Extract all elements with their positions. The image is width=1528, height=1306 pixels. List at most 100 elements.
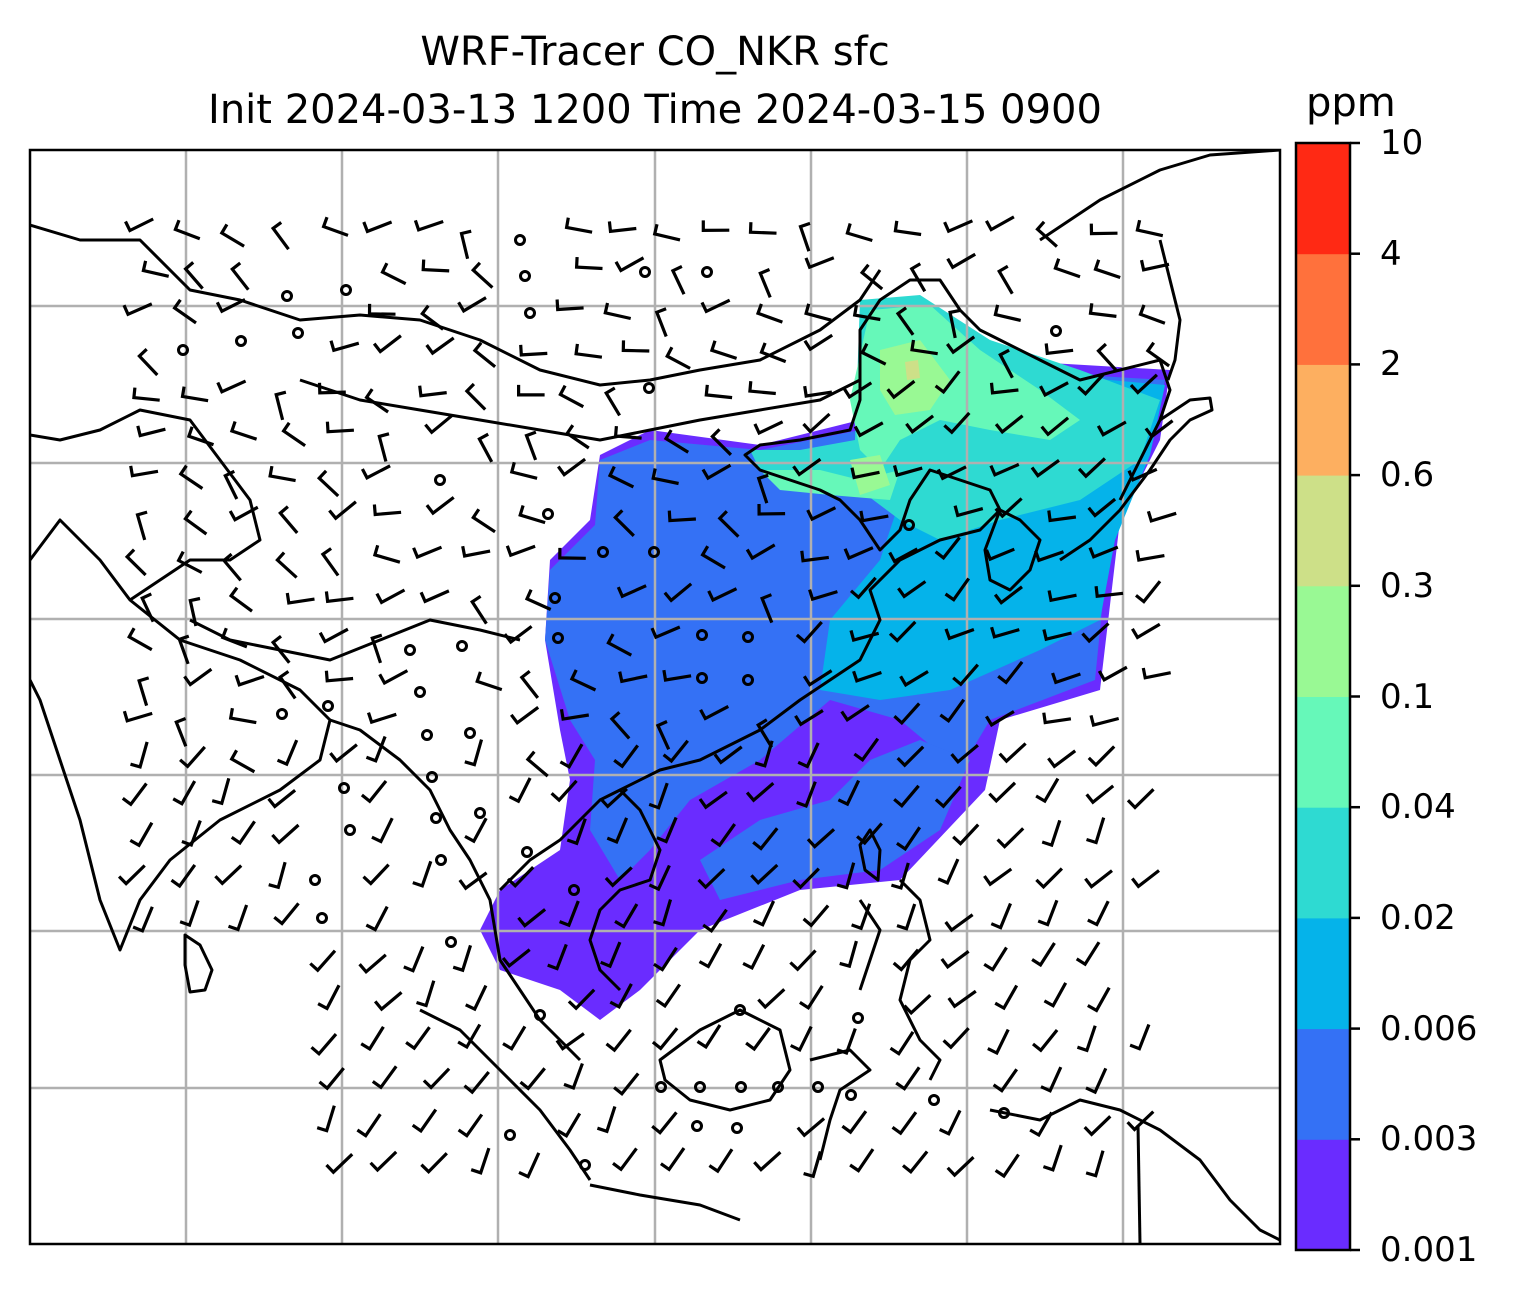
calm-wind-marker	[281, 290, 293, 302]
wind-barb	[605, 1028, 632, 1053]
calm-wind-marker	[322, 700, 334, 712]
wind-barb	[316, 1105, 336, 1133]
coastline-philippines	[858, 878, 942, 1081]
wind-barb	[1127, 467, 1158, 482]
wind-barb	[758, 268, 772, 299]
wind-barb	[559, 743, 584, 769]
colorbar-tick-label: 10	[1380, 123, 1424, 163]
wind-barb	[804, 303, 832, 322]
wind-barb	[888, 620, 917, 643]
wind-barb	[612, 1147, 638, 1172]
wind-barb	[839, 940, 858, 969]
wind-barb	[607, 221, 637, 234]
wind-barb	[989, 382, 1019, 395]
wind-barb	[1047, 510, 1077, 523]
wind-barb	[380, 262, 407, 286]
wind-barb	[616, 584, 647, 599]
wind-barb	[1088, 545, 1119, 559]
wind-barb	[994, 497, 1023, 519]
calm-wind-marker	[772, 1081, 784, 1093]
wind-barb	[271, 823, 300, 845]
tracer-region-peak	[905, 360, 920, 380]
wind-barb	[754, 740, 774, 768]
wind-barb	[745, 781, 775, 803]
wind-barb	[1135, 549, 1165, 562]
wind-barb	[851, 903, 872, 931]
wind-barb	[888, 547, 919, 564]
wind-barb	[270, 221, 290, 251]
colorbar-tick-label: 0.6	[1380, 455, 1435, 496]
wind-barb	[987, 1028, 1010, 1056]
wind-barb	[934, 785, 962, 809]
wind-barb	[230, 820, 256, 846]
wind-barb	[216, 379, 247, 394]
wind-barb	[1051, 672, 1081, 685]
wind-barb	[215, 298, 246, 314]
wind-barb	[702, 908, 728, 934]
wind-barb	[219, 223, 245, 248]
wind-barb	[713, 745, 743, 765]
map-area	[30, 150, 1280, 1244]
wind-barb	[317, 382, 346, 395]
coastline-sumatra	[419, 1008, 592, 1181]
wind-barb	[371, 817, 394, 844]
wind-barb	[367, 303, 396, 316]
wind-barb	[424, 414, 453, 435]
wind-barb	[886, 379, 916, 400]
wind-barb	[564, 217, 593, 234]
wind-barb	[419, 589, 450, 604]
wind-barb	[939, 1109, 962, 1136]
wind-barb	[983, 946, 1008, 972]
coastline-java	[589, 1183, 741, 1222]
wind-barb	[137, 348, 159, 377]
wind-barb	[422, 1067, 451, 1090]
wind-barb	[329, 340, 360, 353]
wind-barb	[609, 711, 631, 740]
map-title-line2: Init 2024-03-13 1200 Time 2024-03-15 090…	[208, 87, 1102, 133]
wind-barb	[452, 944, 473, 973]
wind-barb	[141, 260, 170, 278]
wind-barb	[412, 860, 433, 888]
border-russia-china	[30, 223, 882, 387]
calm-wind-marker	[177, 344, 189, 356]
wind-barb	[309, 949, 337, 973]
wind-barb	[952, 663, 980, 687]
wind-barb	[654, 307, 668, 338]
wind-barb	[899, 670, 929, 688]
wind-barb	[604, 866, 633, 888]
wind-barb	[753, 420, 784, 436]
colorbar-unit: ppm	[1306, 80, 1396, 126]
wind-barb	[667, 510, 696, 523]
wind-barb	[316, 469, 340, 498]
wind-barb	[1035, 220, 1058, 248]
wind-barb	[670, 264, 686, 295]
wind-barb	[470, 1147, 491, 1175]
wind-barb	[655, 983, 682, 1009]
wind-barb	[655, 720, 671, 750]
wind-barb	[130, 741, 149, 769]
wind-barb	[701, 220, 730, 233]
wind-barb	[372, 334, 402, 354]
wind-barb	[129, 465, 159, 478]
wind-barb	[268, 465, 296, 483]
border-himalaya	[189, 618, 521, 662]
wind-barb	[994, 984, 1019, 1011]
wind-barb	[1094, 586, 1124, 598]
wind-barb	[1126, 788, 1155, 810]
wind-barb	[127, 627, 153, 652]
wind-barb	[1144, 419, 1174, 439]
wind-barb	[364, 388, 389, 414]
wind-barb	[524, 589, 552, 611]
calm-wind-marker	[464, 727, 476, 739]
wind-barb	[997, 264, 1014, 295]
wind-barb	[227, 904, 249, 932]
wind-barb	[574, 343, 603, 359]
coastline-bay-of-bengal-east	[329, 718, 582, 1062]
wind-barb	[510, 706, 540, 726]
wind-barb	[1088, 303, 1117, 318]
wind-barb	[365, 735, 387, 763]
wind-barb	[836, 862, 856, 890]
wind-barb	[458, 871, 488, 891]
calm-wind-marker	[504, 1129, 516, 1141]
gridlines	[30, 150, 1280, 1244]
